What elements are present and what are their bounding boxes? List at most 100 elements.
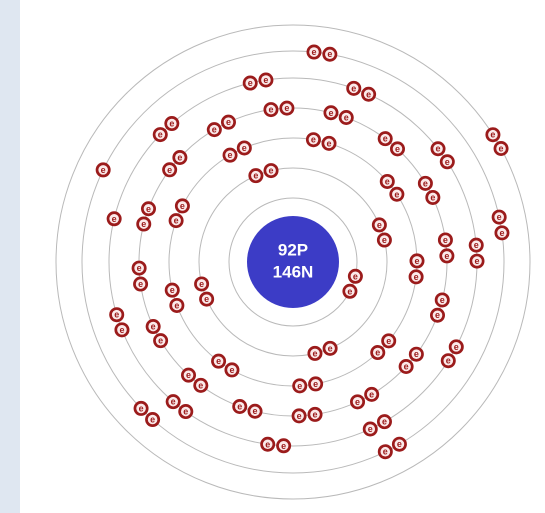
- electron: e: [430, 308, 445, 323]
- electron-label: e: [186, 370, 191, 380]
- electron-label: e: [158, 130, 163, 140]
- electron-label: e: [119, 325, 124, 335]
- electron-label: e: [263, 75, 268, 85]
- electron-label: e: [423, 178, 428, 188]
- electron: e: [153, 127, 168, 142]
- proton-label: 92P: [278, 240, 308, 259]
- electron-label: e: [382, 417, 387, 427]
- electron-label: e: [377, 220, 382, 230]
- electron-label: e: [183, 407, 188, 417]
- electron: e: [260, 437, 275, 452]
- electron: e: [175, 198, 190, 213]
- electron-label: e: [443, 235, 448, 245]
- electron-label: e: [268, 105, 273, 115]
- electron-label: e: [297, 411, 302, 421]
- electron-label: e: [180, 201, 185, 211]
- electron-label: e: [226, 117, 231, 127]
- electron: e: [232, 399, 247, 414]
- electron-label: e: [174, 216, 179, 226]
- electron: e: [207, 122, 222, 137]
- electron: e: [469, 254, 484, 269]
- electron-label: e: [284, 103, 289, 113]
- electron: e: [361, 87, 376, 102]
- electron-label: e: [499, 228, 504, 238]
- electron-label: e: [445, 157, 450, 167]
- electron-label: e: [397, 439, 402, 449]
- electron: e: [306, 132, 321, 147]
- electron-label: e: [328, 343, 333, 353]
- electron: e: [308, 407, 323, 422]
- electron-label: e: [269, 166, 274, 176]
- electron: e: [439, 248, 454, 263]
- electron-label: e: [199, 279, 204, 289]
- electron-label: e: [355, 397, 360, 407]
- electron: e: [392, 437, 407, 452]
- electron: e: [134, 401, 149, 416]
- electron: e: [418, 176, 433, 191]
- electron-label: e: [169, 119, 174, 129]
- electron-label: e: [311, 135, 316, 145]
- electron-label: e: [137, 263, 142, 273]
- electron-label: e: [151, 322, 156, 332]
- electron: e: [381, 333, 396, 348]
- electron-label: e: [229, 365, 234, 375]
- electron: e: [378, 444, 393, 459]
- electron: e: [162, 162, 177, 177]
- electron: e: [431, 141, 446, 156]
- electron: e: [449, 339, 464, 354]
- electron: e: [193, 378, 208, 393]
- electron-label: e: [313, 379, 318, 389]
- electron: e: [348, 269, 363, 284]
- electron-label: e: [499, 143, 504, 153]
- electron: e: [389, 187, 404, 202]
- electron-label: e: [454, 342, 459, 352]
- electron: e: [166, 394, 181, 409]
- electron: e: [370, 345, 385, 360]
- electron-label: e: [435, 310, 440, 320]
- electron-label: e: [174, 300, 179, 310]
- electron-label: e: [253, 171, 258, 181]
- electron: e: [485, 127, 500, 142]
- electron-label: e: [101, 165, 106, 175]
- electron-label: e: [375, 348, 380, 358]
- electron: e: [363, 421, 378, 436]
- electron-label: e: [351, 83, 356, 93]
- electron: e: [372, 217, 387, 232]
- electron: e: [469, 238, 484, 253]
- electron-label: e: [328, 108, 333, 118]
- electron-label: e: [353, 271, 358, 281]
- electron: e: [307, 346, 322, 361]
- electron: e: [492, 210, 507, 225]
- electron: e: [323, 105, 338, 120]
- electron-label: e: [237, 402, 242, 412]
- electron: e: [292, 378, 307, 393]
- electron-label: e: [253, 406, 258, 416]
- electron-label: e: [414, 272, 419, 282]
- electron-label: e: [414, 256, 419, 266]
- electron: e: [114, 322, 129, 337]
- electron-label: e: [366, 89, 371, 99]
- electron-label: e: [383, 447, 388, 457]
- electron: e: [169, 213, 184, 228]
- electron: e: [107, 211, 122, 226]
- electron-label: e: [167, 165, 172, 175]
- electron: e: [169, 298, 184, 313]
- electron: e: [279, 101, 294, 116]
- atom-diagram: 92P 146N eeeeeeeeeeeeeeeeeeeeeeeeeeeeeee…: [0, 0, 545, 513]
- electron-label: e: [139, 403, 144, 413]
- electron: e: [224, 362, 239, 377]
- electron-label: e: [383, 134, 388, 144]
- electron: e: [342, 284, 357, 299]
- electron: e: [146, 319, 161, 334]
- electron: e: [364, 387, 379, 402]
- electron: e: [378, 131, 393, 146]
- electron: e: [181, 368, 196, 383]
- page: 92P 146N eeeeeeeeeeeeeeeeeeeeeeeeeeeeeee…: [0, 0, 545, 513]
- electron: e: [133, 277, 148, 292]
- electron: e: [178, 404, 193, 419]
- electron-label: e: [204, 294, 209, 304]
- electron-label: e: [281, 441, 286, 451]
- electron: e: [243, 76, 258, 91]
- electron-label: e: [212, 125, 217, 135]
- electron-label: e: [474, 240, 479, 250]
